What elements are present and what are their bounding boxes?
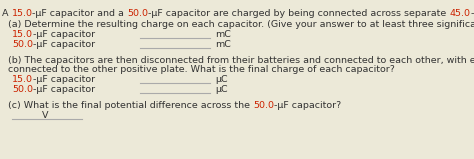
Text: 50.0: 50.0 <box>128 9 148 18</box>
Text: 15.0: 15.0 <box>11 9 33 18</box>
Text: -μF capacitor: -μF capacitor <box>33 75 95 84</box>
Text: V: V <box>42 111 48 120</box>
Text: 50.0: 50.0 <box>12 85 33 94</box>
Text: -μF capacitor: -μF capacitor <box>33 30 95 39</box>
Text: -μF capacitor and a: -μF capacitor and a <box>33 9 128 18</box>
Text: μC: μC <box>215 75 228 84</box>
Text: -V batteries.: -V batteries. <box>471 9 474 18</box>
Text: 15.0: 15.0 <box>12 30 33 39</box>
Text: -μF capacitor: -μF capacitor <box>33 85 95 94</box>
Text: A: A <box>2 9 11 18</box>
Text: mC: mC <box>215 40 231 49</box>
Text: μC: μC <box>215 85 228 94</box>
Text: -μF capacitor are charged by being connected across separate: -μF capacitor are charged by being conne… <box>148 9 450 18</box>
Text: 50.0: 50.0 <box>12 40 33 49</box>
Text: (c) What is the final potential difference across the: (c) What is the final potential differen… <box>8 101 253 110</box>
Text: 45.0: 45.0 <box>450 9 471 18</box>
Text: (b) The capacitors are then disconnected from their batteries and connected to e: (b) The capacitors are then disconnected… <box>8 56 474 65</box>
Text: (a) Determine the resulting charge on each capacitor. (Give your answer to at le: (a) Determine the resulting charge on ea… <box>8 20 474 29</box>
Text: 50.0: 50.0 <box>253 101 274 110</box>
Text: connected to the other positive plate. What is the final charge of each capacito: connected to the other positive plate. W… <box>8 65 395 74</box>
Text: -μF capacitor?: -μF capacitor? <box>274 101 341 110</box>
Text: 15.0: 15.0 <box>12 75 33 84</box>
Text: mC: mC <box>215 30 231 39</box>
Text: -μF capacitor: -μF capacitor <box>33 40 95 49</box>
